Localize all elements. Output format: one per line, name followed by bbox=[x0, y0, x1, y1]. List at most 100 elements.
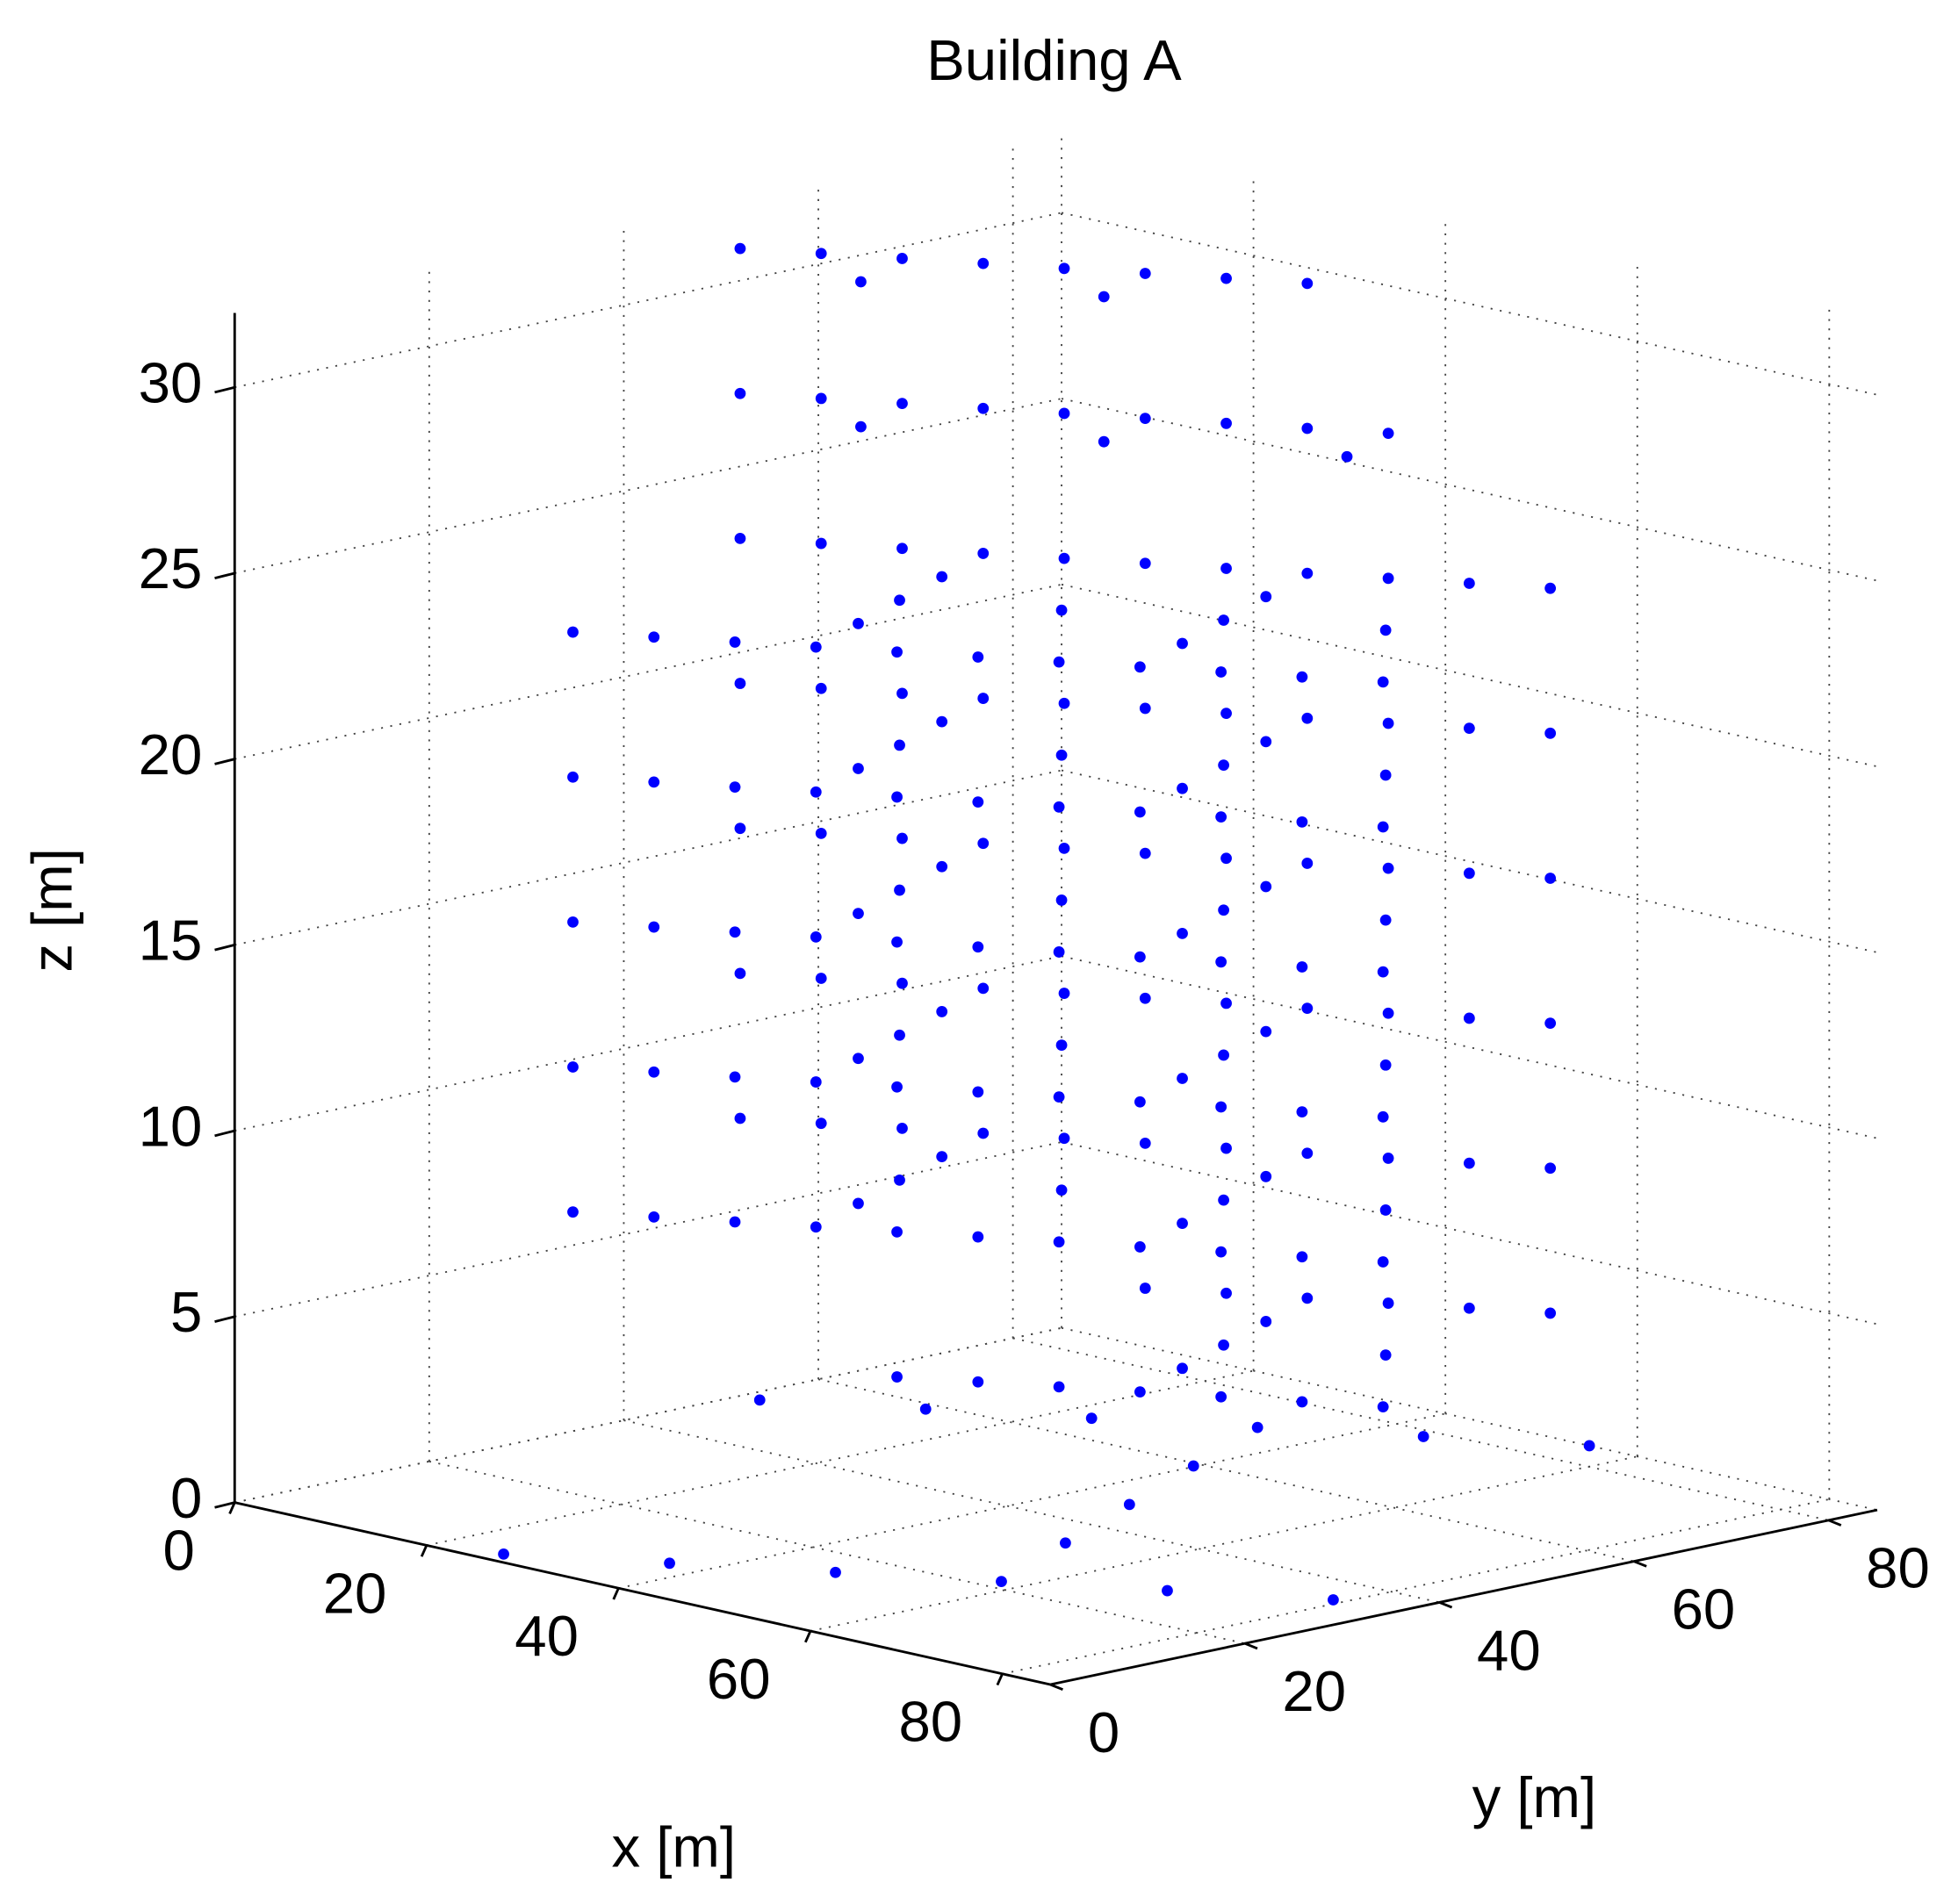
point bbox=[1055, 749, 1068, 761]
point bbox=[1215, 956, 1227, 968]
point bbox=[1177, 1218, 1188, 1230]
y-tick-label: 60 bbox=[1672, 1577, 1736, 1642]
x-axis-title: x [m] bbox=[611, 1815, 736, 1879]
point bbox=[1463, 722, 1475, 735]
point bbox=[853, 1053, 864, 1065]
point bbox=[1463, 1302, 1475, 1314]
point bbox=[1220, 417, 1232, 429]
point bbox=[919, 1403, 932, 1415]
point bbox=[1544, 873, 1557, 884]
point bbox=[734, 387, 746, 399]
point bbox=[1177, 1362, 1188, 1375]
point bbox=[977, 402, 990, 414]
point bbox=[894, 1029, 905, 1041]
point bbox=[810, 786, 822, 798]
point bbox=[1544, 582, 1557, 594]
point bbox=[1379, 769, 1392, 781]
point bbox=[936, 571, 948, 583]
point bbox=[1328, 1594, 1339, 1606]
y-tick-mark bbox=[1244, 1642, 1258, 1650]
point bbox=[729, 1071, 741, 1083]
point bbox=[853, 908, 864, 920]
z-tick-mark bbox=[214, 758, 235, 765]
point bbox=[734, 532, 746, 544]
point bbox=[1139, 268, 1151, 279]
point bbox=[753, 1394, 766, 1406]
point bbox=[1220, 1287, 1232, 1299]
point bbox=[853, 617, 864, 629]
y-tick-label: 0 bbox=[1088, 1700, 1119, 1764]
point bbox=[936, 1151, 948, 1162]
point bbox=[1220, 1142, 1232, 1154]
x-tick-mark bbox=[804, 1630, 812, 1643]
point bbox=[1218, 614, 1229, 626]
point bbox=[855, 276, 867, 288]
point bbox=[648, 1211, 660, 1223]
point bbox=[1139, 847, 1151, 859]
point bbox=[567, 626, 579, 638]
point bbox=[1251, 1421, 1263, 1433]
chart-title: Building A bbox=[926, 28, 1182, 92]
point bbox=[1058, 843, 1070, 854]
point bbox=[648, 776, 660, 788]
point bbox=[1177, 927, 1188, 939]
point bbox=[1058, 988, 1070, 999]
point bbox=[1220, 852, 1232, 865]
y-tick-label: 80 bbox=[1866, 1536, 1930, 1600]
grid-line bbox=[234, 1326, 1062, 1504]
point bbox=[891, 936, 903, 948]
point bbox=[894, 1174, 905, 1186]
point bbox=[1544, 727, 1557, 739]
point bbox=[972, 651, 984, 663]
point bbox=[1215, 1246, 1227, 1258]
point bbox=[1377, 1110, 1389, 1123]
point bbox=[936, 715, 948, 728]
point bbox=[1301, 1002, 1314, 1014]
point bbox=[815, 392, 827, 405]
point bbox=[894, 594, 905, 607]
point bbox=[1301, 858, 1314, 869]
point bbox=[894, 739, 905, 751]
point bbox=[815, 827, 827, 839]
point bbox=[1215, 1101, 1227, 1113]
point bbox=[855, 420, 867, 433]
grid-line bbox=[234, 955, 1062, 1132]
point bbox=[1187, 1460, 1199, 1472]
z-tick-mark bbox=[214, 571, 235, 580]
point bbox=[1134, 1096, 1146, 1108]
point bbox=[1060, 1537, 1071, 1549]
point bbox=[1053, 946, 1065, 958]
point bbox=[1260, 591, 1272, 603]
y-axis-line bbox=[1049, 1508, 1878, 1686]
point bbox=[1544, 1307, 1557, 1319]
point bbox=[1296, 1106, 1308, 1118]
point bbox=[977, 982, 990, 995]
point bbox=[1301, 277, 1314, 290]
point bbox=[729, 926, 741, 938]
point bbox=[1134, 1241, 1146, 1253]
point bbox=[1382, 1153, 1394, 1164]
point bbox=[1215, 811, 1227, 823]
point bbox=[1058, 262, 1070, 275]
z-axis-title: z [m] bbox=[19, 848, 83, 973]
x-tick-mark bbox=[612, 1587, 620, 1600]
point bbox=[1544, 1162, 1557, 1175]
grid-line bbox=[618, 1412, 1446, 1590]
point bbox=[1098, 435, 1110, 448]
point bbox=[1377, 966, 1389, 978]
point bbox=[1417, 1431, 1429, 1442]
z-tick-mark bbox=[214, 944, 235, 952]
point bbox=[1301, 712, 1314, 724]
point bbox=[1053, 656, 1065, 668]
point bbox=[972, 1376, 984, 1388]
point bbox=[1139, 413, 1151, 425]
point bbox=[1055, 1184, 1068, 1196]
point bbox=[1220, 272, 1232, 284]
x-tick-label: 60 bbox=[707, 1647, 771, 1711]
point bbox=[810, 1076, 822, 1088]
point bbox=[1218, 904, 1229, 916]
point bbox=[1058, 552, 1070, 564]
point bbox=[1296, 961, 1308, 973]
point bbox=[815, 1117, 827, 1130]
